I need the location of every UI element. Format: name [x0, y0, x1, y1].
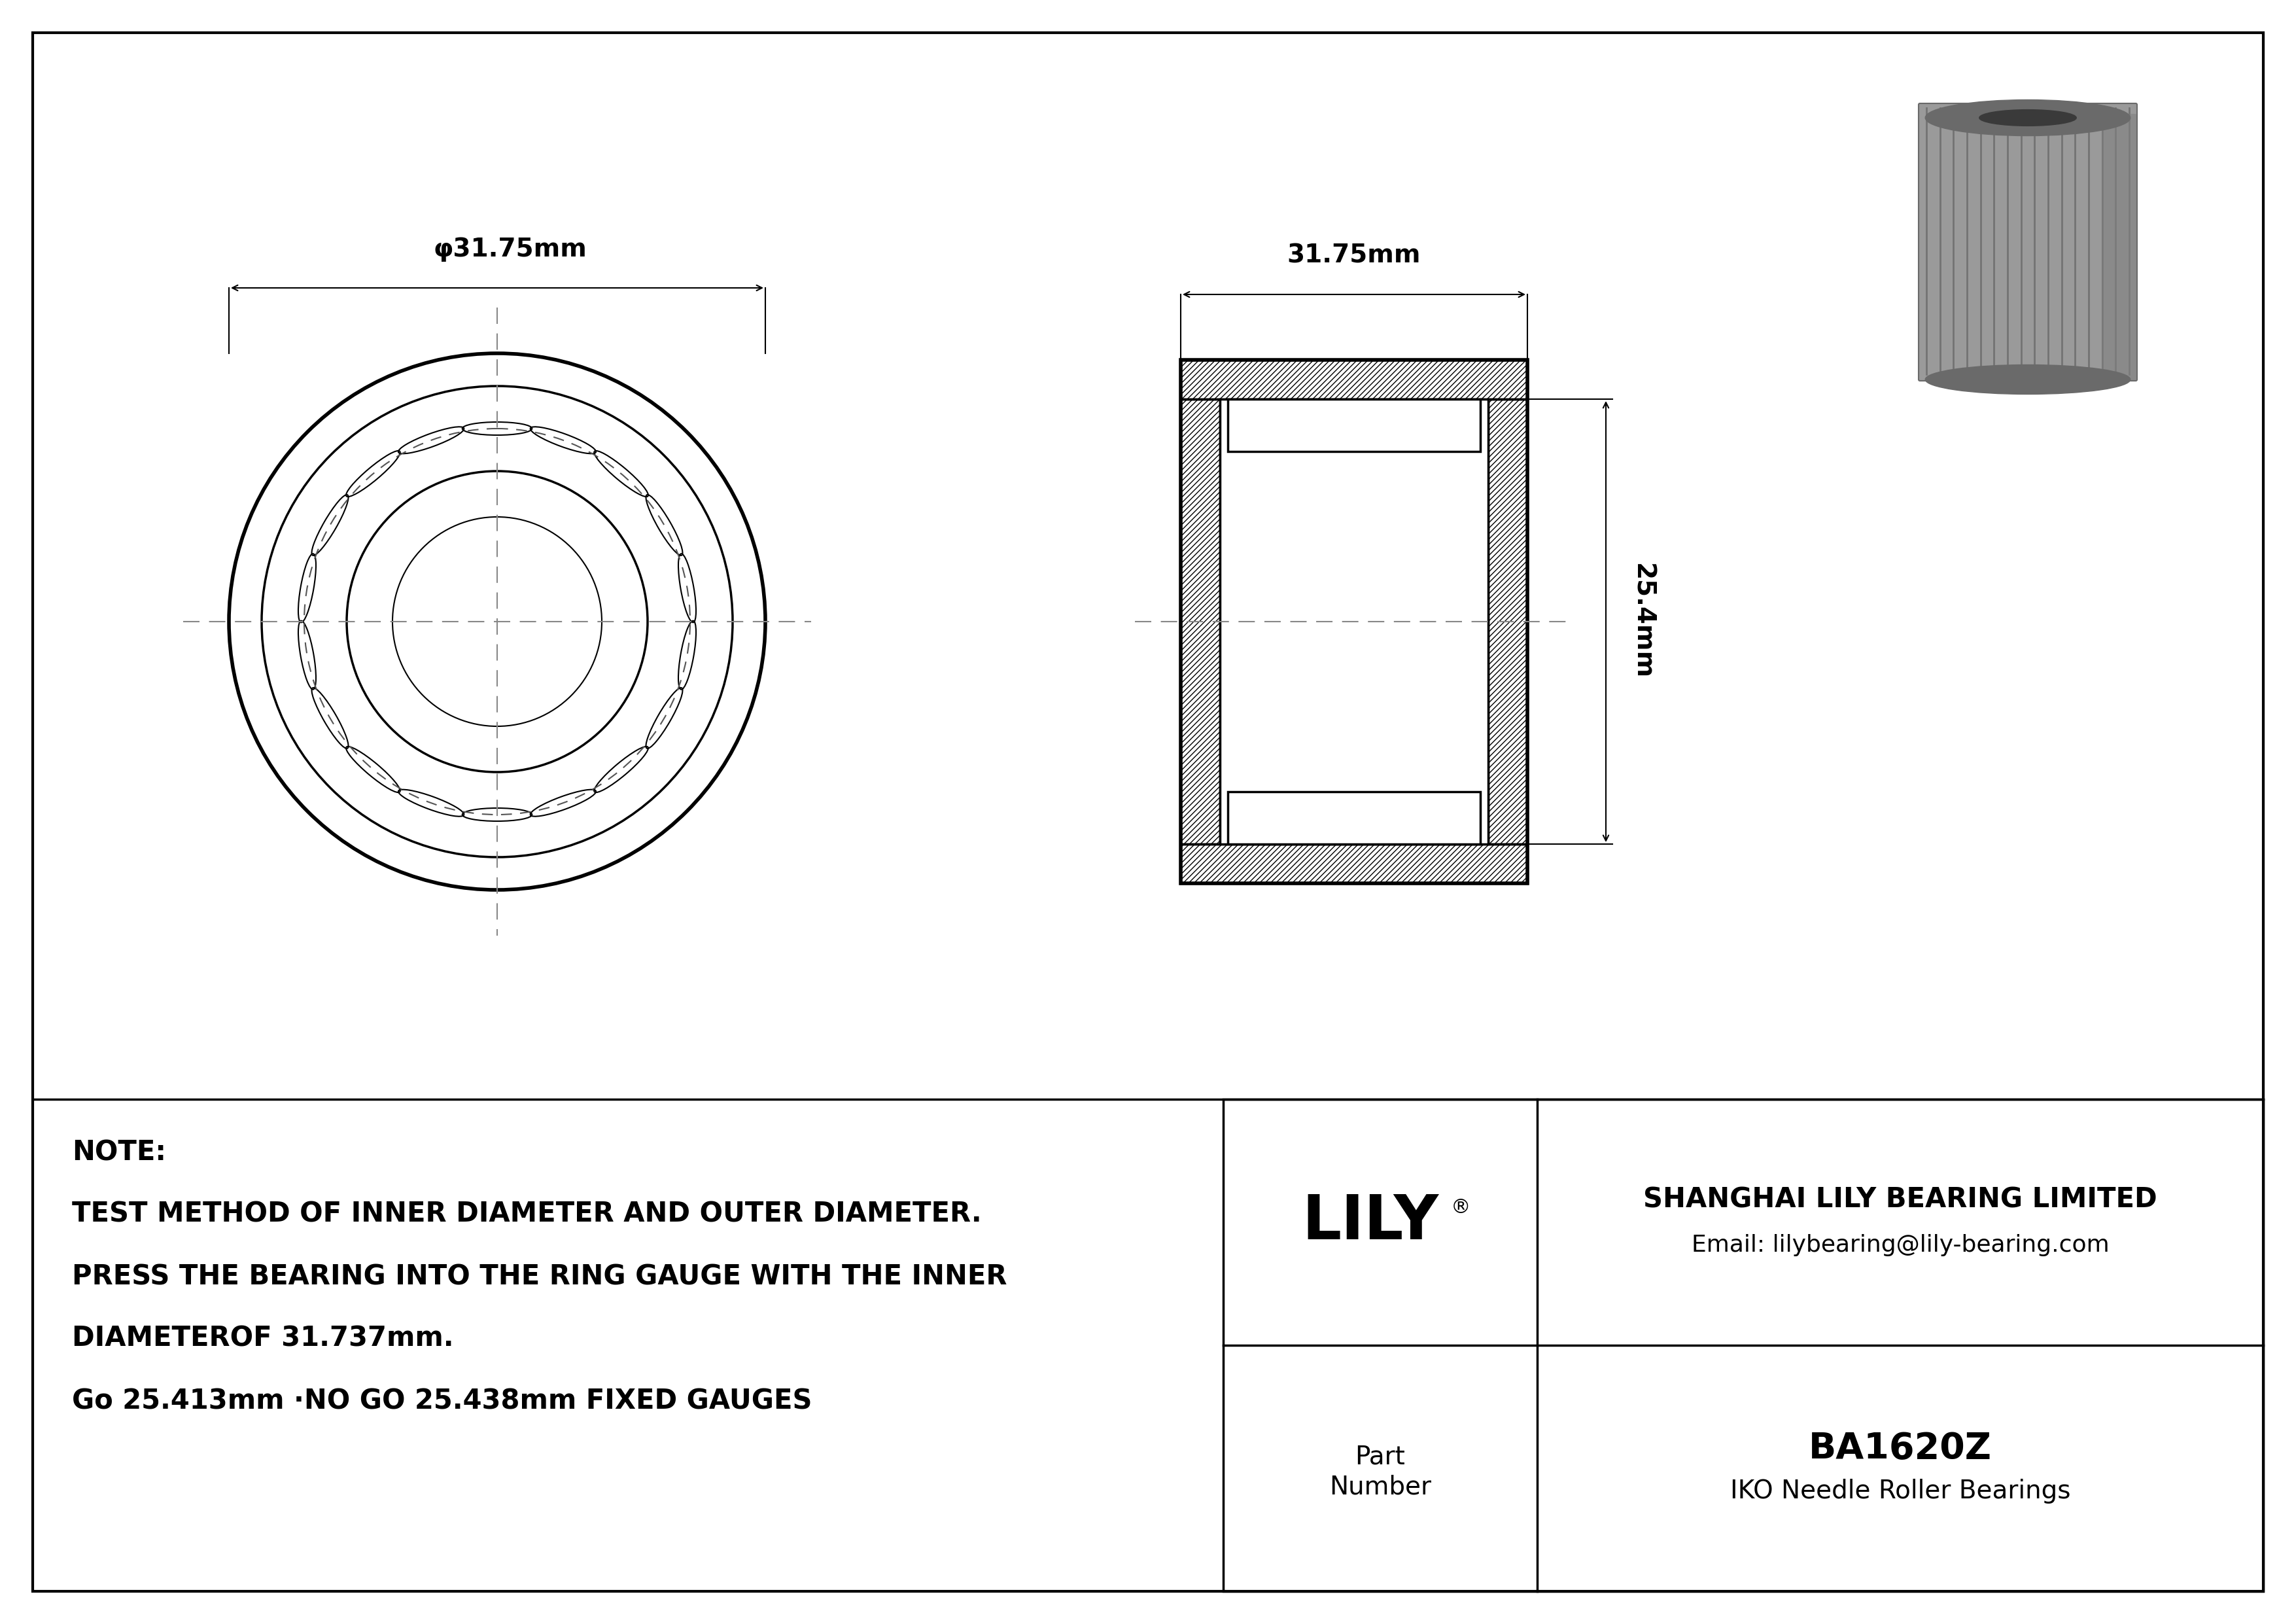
- Text: 31.75mm: 31.75mm: [1288, 244, 1421, 268]
- Bar: [1488, 400, 1527, 844]
- Text: DIAMETEROF 31.737mm.: DIAMETEROF 31.737mm.: [71, 1325, 455, 1353]
- Text: Part: Part: [1355, 1444, 1405, 1470]
- Text: PRESS THE BEARING INTO THE RING GAUGE WITH THE INNER: PRESS THE BEARING INTO THE RING GAUGE WI…: [71, 1263, 1008, 1291]
- Text: ®: ®: [1451, 1199, 1472, 1218]
- Bar: [1224, 1099, 2264, 1592]
- Text: Number: Number: [1329, 1475, 1430, 1499]
- Bar: [1219, 400, 1488, 844]
- Bar: [1180, 400, 1219, 844]
- Text: IKO Needle Roller Bearings: IKO Needle Roller Bearings: [1729, 1479, 2071, 1504]
- Ellipse shape: [1926, 99, 2131, 136]
- Text: Go 25.413mm ·NO GO 25.438mm FIXED GAUGES: Go 25.413mm ·NO GO 25.438mm FIXED GAUGES: [71, 1387, 813, 1415]
- FancyBboxPatch shape: [2103, 114, 2135, 380]
- Text: φ31.75mm: φ31.75mm: [434, 237, 588, 261]
- Text: 25.4mm: 25.4mm: [1630, 564, 1655, 679]
- Bar: [1180, 400, 1219, 844]
- Bar: [1180, 361, 1527, 400]
- FancyBboxPatch shape: [1919, 104, 2138, 380]
- Bar: [1228, 793, 1481, 844]
- Text: BA1620Z: BA1620Z: [1809, 1431, 1993, 1466]
- Ellipse shape: [1979, 110, 2076, 127]
- Bar: [1180, 844, 1527, 883]
- Bar: [1180, 361, 1527, 883]
- Text: SHANGHAI LILY BEARING LIMITED: SHANGHAI LILY BEARING LIMITED: [1644, 1186, 2158, 1213]
- Bar: [1180, 844, 1527, 883]
- Bar: [1180, 361, 1527, 400]
- Text: NOTE:: NOTE:: [71, 1138, 165, 1166]
- Ellipse shape: [1926, 365, 2131, 395]
- Text: TEST METHOD OF INNER DIAMETER AND OUTER DIAMETER.: TEST METHOD OF INNER DIAMETER AND OUTER …: [71, 1200, 983, 1228]
- Bar: [1488, 400, 1527, 844]
- Text: LILY: LILY: [1302, 1192, 1440, 1252]
- Text: Email: lilybearing@lily-bearing.com: Email: lilybearing@lily-bearing.com: [1692, 1234, 2110, 1257]
- Bar: [1228, 400, 1481, 451]
